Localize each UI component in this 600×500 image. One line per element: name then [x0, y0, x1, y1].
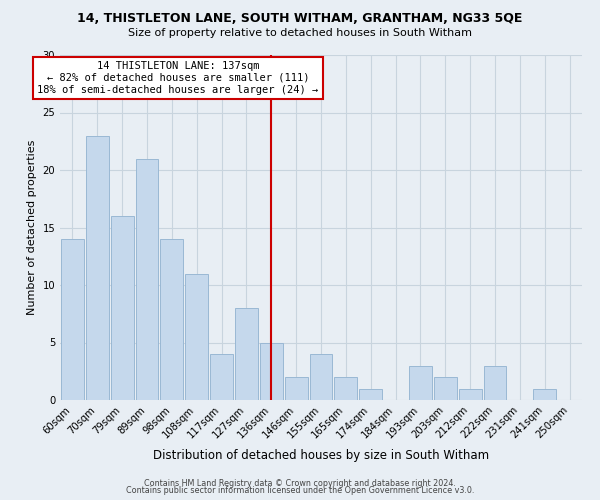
Bar — [409, 366, 432, 400]
Bar — [285, 377, 308, 400]
Text: Contains HM Land Registry data © Crown copyright and database right 2024.: Contains HM Land Registry data © Crown c… — [144, 478, 456, 488]
Bar — [310, 354, 332, 400]
Bar — [136, 158, 158, 400]
Bar — [61, 239, 84, 400]
Text: 14 THISTLETON LANE: 137sqm
← 82% of detached houses are smaller (111)
18% of sem: 14 THISTLETON LANE: 137sqm ← 82% of deta… — [37, 62, 319, 94]
Text: Size of property relative to detached houses in South Witham: Size of property relative to detached ho… — [128, 28, 472, 38]
Bar — [210, 354, 233, 400]
Y-axis label: Number of detached properties: Number of detached properties — [27, 140, 37, 315]
Text: Contains public sector information licensed under the Open Government Licence v3: Contains public sector information licen… — [126, 486, 474, 495]
Bar — [359, 388, 382, 400]
X-axis label: Distribution of detached houses by size in South Witham: Distribution of detached houses by size … — [153, 449, 489, 462]
Bar — [434, 377, 457, 400]
Bar — [533, 388, 556, 400]
Bar — [260, 342, 283, 400]
Bar — [334, 377, 357, 400]
Text: 14, THISTLETON LANE, SOUTH WITHAM, GRANTHAM, NG33 5QE: 14, THISTLETON LANE, SOUTH WITHAM, GRANT… — [77, 12, 523, 26]
Bar — [86, 136, 109, 400]
Bar — [111, 216, 134, 400]
Bar — [484, 366, 506, 400]
Bar — [235, 308, 258, 400]
Bar — [185, 274, 208, 400]
Bar — [459, 388, 482, 400]
Bar — [160, 239, 183, 400]
